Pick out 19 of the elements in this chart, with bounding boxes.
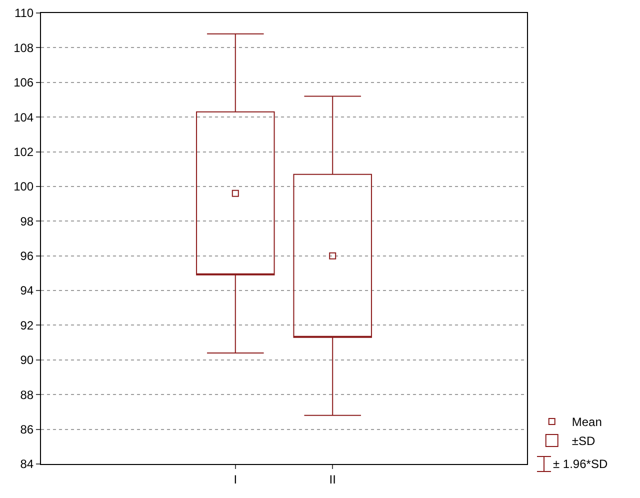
y-tick-label: 90 xyxy=(20,353,34,368)
y-tick-label: 84 xyxy=(20,457,34,472)
y-tick-label: 96 xyxy=(20,249,34,264)
y-tick-label: 106 xyxy=(14,76,34,90)
text: ± 1.96*SD xyxy=(553,457,608,471)
y-tick-label: 86 xyxy=(20,422,34,437)
x-tick-label: I xyxy=(234,472,238,486)
legend-label: Mean xyxy=(572,415,602,430)
x-tick-label: II xyxy=(329,472,336,486)
y-tick-label: 94 xyxy=(20,284,34,298)
legend-label: ±SD xyxy=(572,434,596,448)
y-tick-label: 92 xyxy=(20,318,34,332)
y-tick-label: 88 xyxy=(20,388,34,402)
y-tick-label: 102 xyxy=(14,144,34,159)
y-tick-label: 108 xyxy=(14,40,34,55)
y-tick-label: 104 xyxy=(14,110,34,124)
y-tick-label: 110 xyxy=(14,6,34,20)
y-tick-label: 98 xyxy=(20,214,34,228)
y-tick-label: 100 xyxy=(14,180,34,194)
